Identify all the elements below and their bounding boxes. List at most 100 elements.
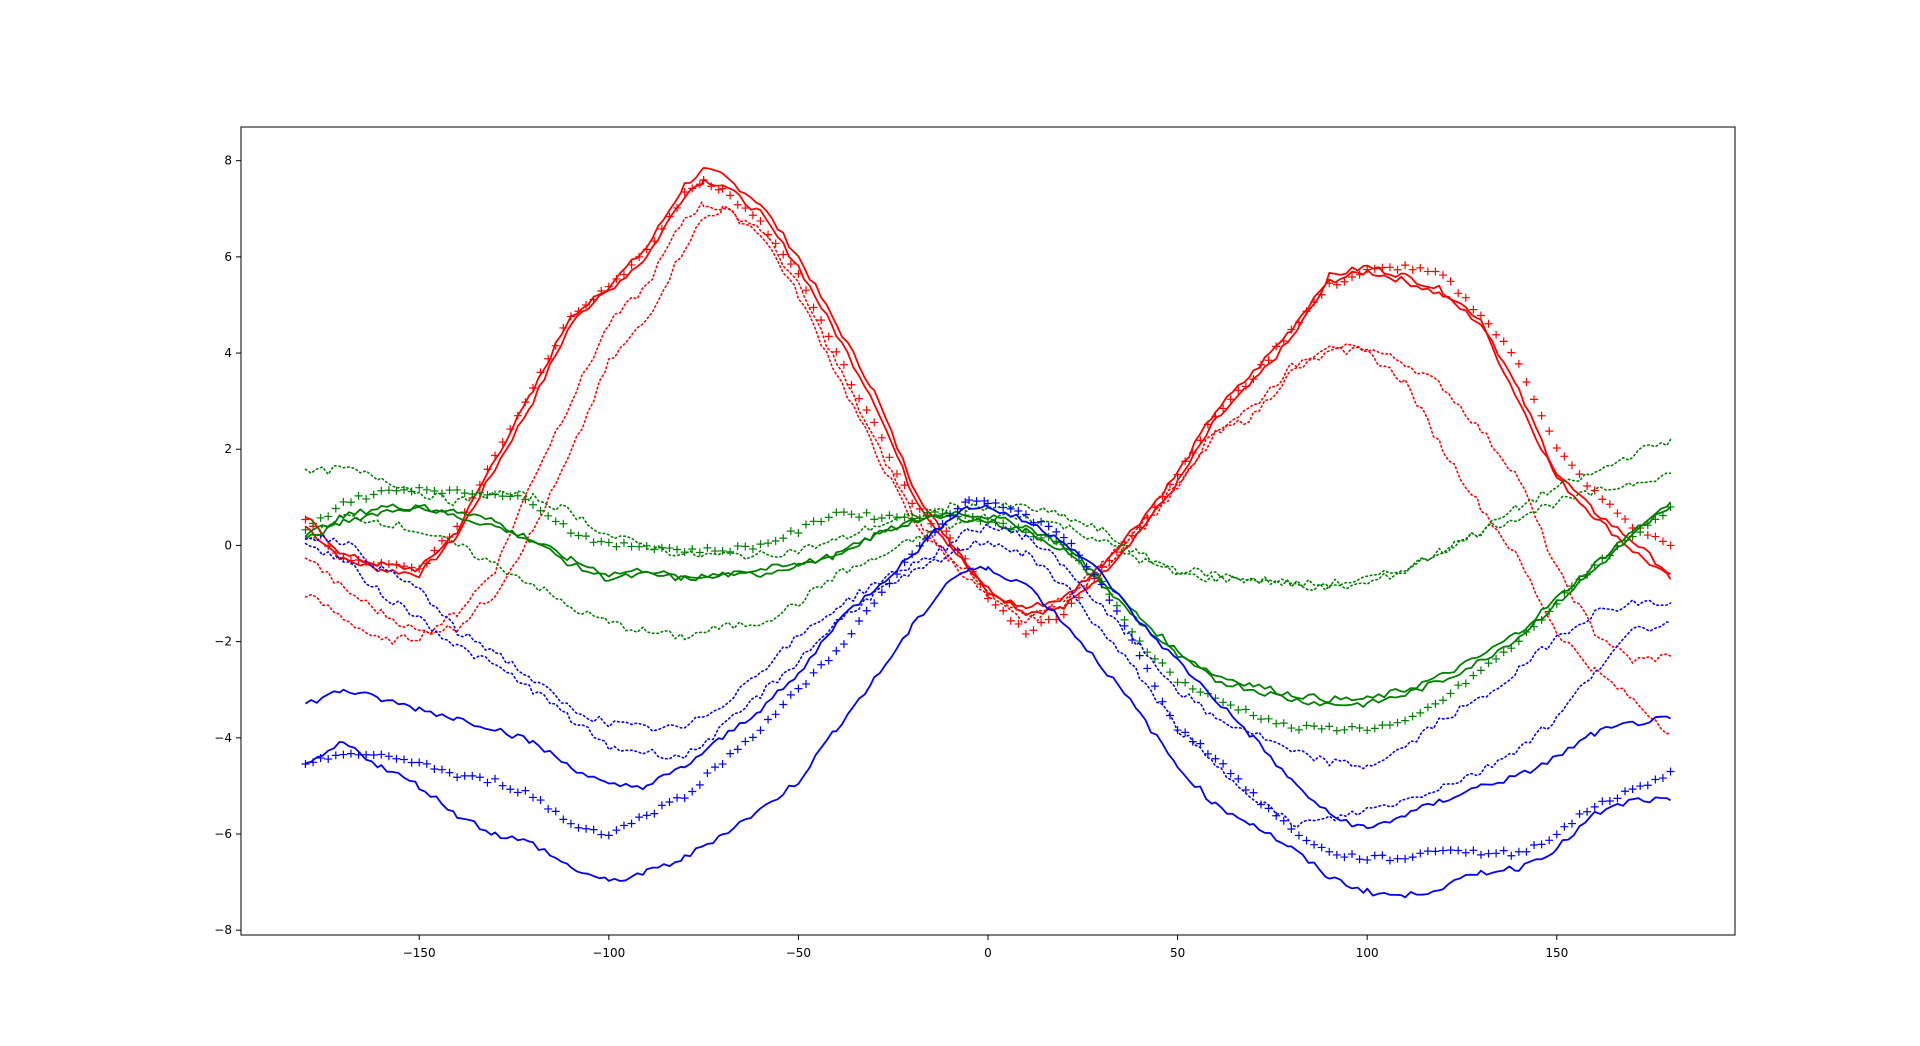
series-2-marker [650, 237, 659, 246]
series-2-marker [1188, 449, 1197, 458]
series-12-marker [1135, 651, 1144, 660]
series-12-marker [362, 750, 371, 759]
series-2-marker [1621, 515, 1630, 524]
series-2-marker [1317, 290, 1326, 299]
series-7-marker [1605, 551, 1614, 560]
series-2-marker [1075, 593, 1084, 602]
series-2-marker [1287, 325, 1296, 334]
series-2-marker [1545, 427, 1554, 436]
series-2-marker [324, 542, 333, 551]
series-12-marker [536, 796, 545, 805]
series-2-marker [1196, 436, 1205, 445]
series-2-marker [521, 398, 530, 407]
series-12-marker [1484, 849, 1493, 858]
series-12-marker [1393, 854, 1402, 863]
series-2-marker [1499, 337, 1508, 346]
series-12-marker [832, 646, 841, 655]
series-12-marker [513, 788, 522, 797]
series-12-marker [1097, 580, 1106, 589]
series-2-marker [1279, 337, 1288, 346]
series-12-marker [1105, 596, 1114, 605]
series-7-marker [1514, 637, 1523, 646]
series-7-marker [612, 542, 621, 551]
series-2-marker [733, 200, 742, 209]
series-12-marker [733, 745, 742, 754]
series-7-marker [384, 486, 393, 495]
series-12-marker [1401, 854, 1410, 863]
series-0-line [304, 167, 1672, 617]
series-7-marker [673, 545, 682, 554]
series-7-marker [1370, 724, 1379, 733]
series-2-marker [1431, 267, 1440, 276]
series-12-marker [460, 771, 469, 780]
series-12-marker [756, 726, 765, 735]
series-12-marker [331, 751, 340, 760]
series-7-marker [703, 543, 712, 552]
series-12-marker [1143, 664, 1152, 673]
series-12-marker [953, 504, 962, 513]
series-12-marker [965, 496, 974, 505]
series-2-marker [1446, 277, 1455, 286]
series-2-marker [400, 562, 409, 571]
series-2-marker [741, 204, 750, 213]
series-12-marker [847, 629, 856, 638]
series-2-marker [991, 600, 1000, 609]
series-12-marker [1082, 562, 1091, 571]
series-12-marker [1514, 847, 1523, 856]
series-7-marker [1658, 511, 1667, 520]
series-2-marker [1348, 273, 1357, 281]
series-12-marker [946, 511, 955, 520]
series-2-marker [862, 405, 871, 414]
series-12-marker [673, 793, 682, 802]
series-12-marker [1537, 840, 1546, 849]
series-12-marker [574, 823, 583, 832]
series-2-marker [877, 433, 886, 442]
series-12-marker [801, 679, 810, 688]
series-12-marker [1355, 855, 1364, 864]
series-7-marker [1226, 701, 1235, 710]
series-12-marker [657, 801, 666, 810]
series-7-marker [544, 511, 553, 520]
series-12-marker [1423, 847, 1432, 856]
series-4-line [304, 205, 1672, 735]
series-2-marker [1484, 319, 1493, 328]
y-tick-label: −2 [214, 635, 232, 649]
series-12-marker [521, 786, 530, 795]
series-2-marker [870, 418, 879, 427]
series-2-marker [422, 559, 431, 568]
series-12-marker [309, 758, 318, 767]
series-12-marker [1590, 802, 1599, 811]
series-7-marker [1469, 671, 1478, 680]
series-12-marker [1006, 504, 1015, 513]
series-12-marker [1075, 551, 1084, 560]
series-12-marker [1325, 847, 1334, 856]
series-2-marker [1401, 261, 1410, 270]
series-7-marker [801, 520, 810, 529]
series-7-marker [346, 498, 355, 507]
series-7-marker [362, 494, 371, 503]
series-12-marker [1643, 781, 1652, 790]
series-12-marker [1234, 774, 1243, 783]
series-2-marker [1476, 311, 1485, 320]
series-12-marker [316, 754, 325, 763]
series-2-marker [1014, 619, 1023, 628]
series-2-marker [1059, 610, 1068, 619]
series-7-marker [930, 507, 939, 516]
series-12-marker [1651, 775, 1660, 784]
series-7-marker [1454, 681, 1463, 690]
series-7-marker [1613, 541, 1622, 550]
series-7-marker [1325, 722, 1334, 731]
series-9-line [304, 472, 1672, 641]
series-7-marker [309, 519, 318, 528]
series-12-marker [688, 787, 697, 796]
series-7-marker [635, 542, 644, 551]
series-2-marker [695, 180, 704, 189]
series-12-marker [1181, 728, 1190, 737]
series-12-marker [1128, 636, 1137, 645]
series-7-marker [1476, 666, 1485, 675]
series-11 [305, 565, 1671, 899]
series-12-marker [1287, 824, 1296, 833]
series-12-marker [680, 794, 689, 803]
series-2-marker [726, 191, 735, 200]
series-12-marker [930, 528, 939, 537]
